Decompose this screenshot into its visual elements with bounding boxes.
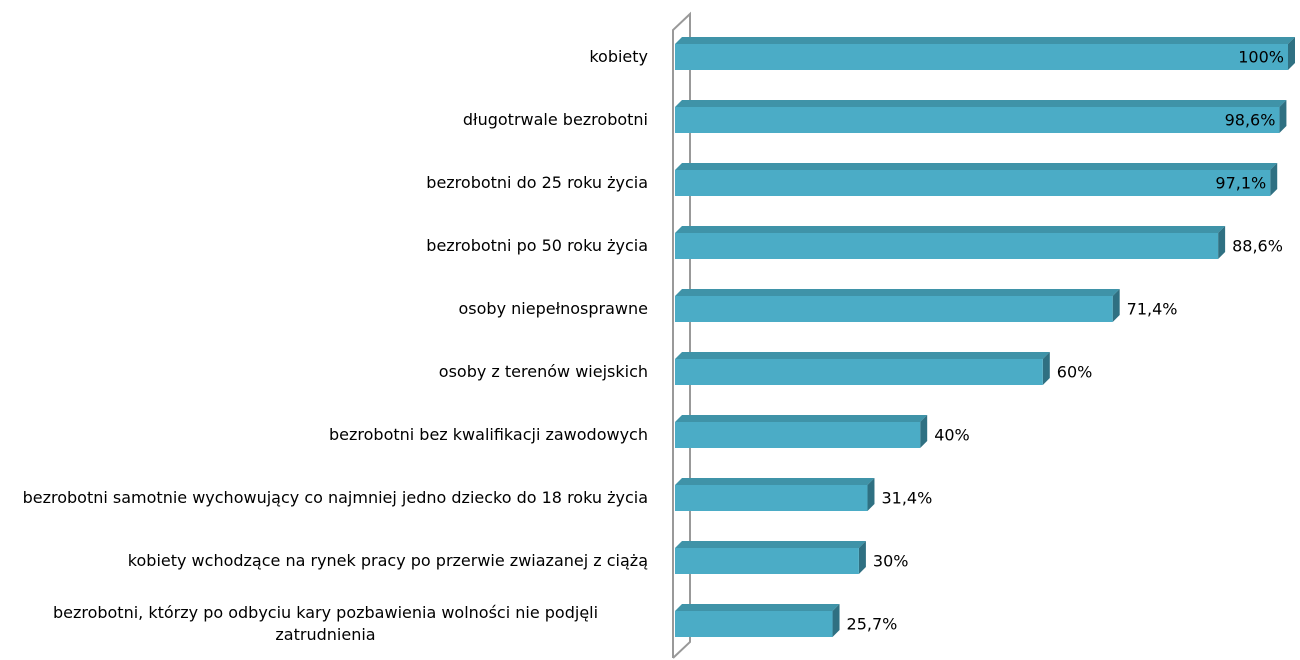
bar-face (675, 100, 1287, 107)
category-text: bezrobotni po 50 roku życia (426, 236, 648, 255)
bar (675, 100, 1287, 133)
category-label: bezrobotni po 50 roku życia (0, 221, 648, 271)
bar (675, 163, 1278, 196)
bar-face (675, 163, 1278, 170)
category-text: osoby niepełnosprawne (458, 299, 648, 318)
value-label: 100% (1238, 48, 1284, 67)
bar (675, 289, 1120, 322)
bar-face (1112, 289, 1120, 322)
value-label: 97,1% (1215, 174, 1266, 193)
bar-face (920, 415, 928, 448)
category-label: długotrwale bezrobotni (0, 95, 648, 145)
bar-face (867, 478, 875, 511)
bar-face (675, 296, 1113, 322)
bar-face (675, 485, 868, 511)
value-label: 40% (934, 426, 970, 445)
bar-face (1042, 352, 1050, 385)
bar-face (675, 44, 1288, 70)
category-label: bezrobotni, którzy po odbyciu kary pozba… (0, 599, 648, 649)
bar (675, 415, 928, 448)
bar-face (675, 611, 833, 637)
bar (675, 604, 840, 637)
bar-face (675, 352, 1050, 359)
value-label: 25,7% (847, 615, 898, 634)
bar-face (675, 422, 921, 448)
bar (675, 37, 1295, 70)
value-label: 30% (873, 552, 909, 571)
value-label: 98,6% (1225, 111, 1276, 130)
bar-face (675, 359, 1043, 385)
bar (675, 226, 1226, 259)
category-label: kobiety (0, 32, 648, 82)
bar-face (832, 604, 840, 637)
category-text: bezrobotni samotnie wychowujący co najmn… (22, 488, 648, 507)
bar-face (675, 289, 1120, 296)
bar-face (1279, 100, 1287, 133)
bar-face (675, 541, 866, 548)
category-text: bezrobotni, którzy po odbyciu kary pozba… (52, 603, 599, 644)
bar-face (675, 170, 1271, 196)
value-label: 71,4% (1127, 300, 1178, 319)
bar-face (675, 415, 928, 422)
category-label: osoby z terenów wiejskich (0, 347, 648, 397)
bar-face (1270, 163, 1278, 196)
category-text: bezrobotni bez kwalifikacji zawodowych (329, 425, 648, 444)
value-label: 31,4% (881, 489, 932, 508)
bar-face (675, 548, 859, 574)
bar-face (675, 478, 875, 485)
bar-face (1288, 37, 1295, 70)
category-text: długotrwale bezrobotni (462, 110, 648, 129)
category-text: bezrobotni do 25 roku życia (426, 173, 648, 192)
value-label: 60% (1057, 363, 1093, 382)
category-label: bezrobotni samotnie wychowujący co najmn… (0, 473, 648, 523)
axis-wall (672, 11, 691, 659)
bar-face (675, 604, 840, 611)
bar-face (858, 541, 866, 574)
bar (675, 541, 866, 574)
bar-face (675, 37, 1295, 44)
bar (675, 478, 875, 511)
value-label: 88,6% (1232, 237, 1283, 256)
category-text: kobiety (589, 47, 648, 66)
category-label: kobiety wchodzące na rynek pracy po prze… (0, 536, 648, 586)
bar-face (675, 233, 1219, 259)
category-text: osoby z terenów wiejskich (438, 362, 648, 381)
category-label: bezrobotni bez kwalifikacji zawodowych (0, 410, 648, 460)
bar-face (675, 107, 1280, 133)
category-label: bezrobotni do 25 roku życia (0, 158, 648, 208)
bar-face (1218, 226, 1226, 259)
bar-face (675, 226, 1226, 233)
bar (675, 352, 1050, 385)
category-label: osoby niepełnosprawne (0, 284, 648, 334)
category-text: kobiety wchodzące na rynek pracy po prze… (127, 551, 648, 570)
